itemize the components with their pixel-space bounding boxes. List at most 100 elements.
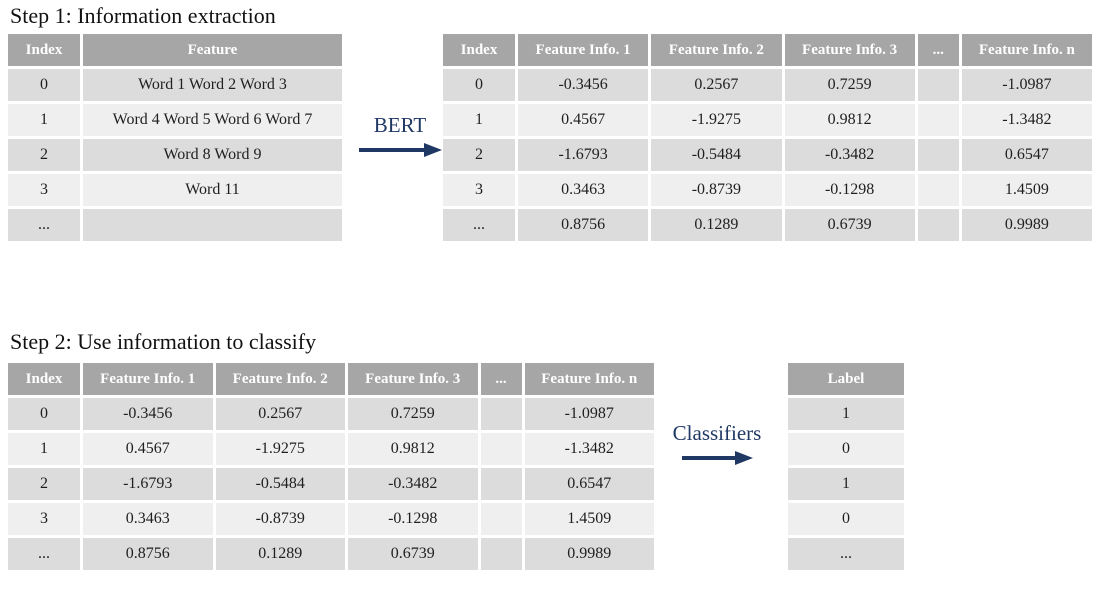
table-cell: 0.6547 xyxy=(524,468,654,500)
bert-label: BERT xyxy=(373,113,427,137)
table-cell: 1 xyxy=(443,104,515,136)
table-row: 1 0.4567 -1.9275 0.9812 -1.3482 xyxy=(443,104,1092,136)
table-cell: -0.8739 xyxy=(215,503,345,535)
header-cell: Index xyxy=(443,34,515,66)
table-cell: 0 xyxy=(443,69,515,101)
table-cell: 1.4509 xyxy=(524,503,654,535)
table-cell: Word 1 Word 2 Word 3 xyxy=(83,69,342,101)
table-cell: -0.5484 xyxy=(651,139,782,171)
table-row: 1 xyxy=(788,398,904,430)
bert-arrow-icon xyxy=(359,143,442,157)
table-cell: 1 xyxy=(788,468,904,500)
table-cell: 0.9812 xyxy=(784,104,915,136)
table-cell xyxy=(917,209,959,241)
table-cell: 0.9989 xyxy=(524,538,654,570)
table-cell: 0 xyxy=(8,69,80,101)
table-row: 3 0.3463 -0.8739 -0.1298 1.4509 xyxy=(8,503,654,535)
table-cell xyxy=(917,174,959,206)
table-row: 0 xyxy=(788,503,904,535)
table-cell xyxy=(83,209,342,241)
header-cell: Feature Info. 3 xyxy=(348,363,478,395)
table-cell: -1.9275 xyxy=(215,433,345,465)
table-cell xyxy=(480,503,522,535)
table-cell xyxy=(480,538,522,570)
table-cell: 1.4509 xyxy=(961,174,1092,206)
table-cell: 0 xyxy=(8,398,80,430)
table-row: ... 0.8756 0.1289 0.6739 0.9989 xyxy=(443,209,1092,241)
step2-feature-table: Index Feature Info. 1 Feature Info. 2 Featu… xyxy=(5,360,657,573)
header-cell: Index xyxy=(8,34,80,66)
table-cell: 0.9812 xyxy=(348,433,478,465)
table-cell: Word 11 xyxy=(83,174,342,206)
table-cell: 2 xyxy=(8,468,80,500)
header-cell: Feature xyxy=(83,34,342,66)
table-cell: 0.1289 xyxy=(651,209,782,241)
table-cell: 1 xyxy=(788,398,904,430)
table-row: 1 0.4567 -1.9275 0.9812 -1.3482 xyxy=(8,433,654,465)
header-cell: Feature Info. 3 xyxy=(784,34,915,66)
table-cell: 0.6547 xyxy=(961,139,1092,171)
table-cell: 3 xyxy=(8,174,80,206)
table-cell: -1.0987 xyxy=(961,69,1092,101)
table-cell: 0.1289 xyxy=(215,538,345,570)
classifiers-label: Classifiers xyxy=(672,421,762,445)
table-cell: 3 xyxy=(8,503,80,535)
table-cell xyxy=(917,104,959,136)
table-row: ... xyxy=(8,209,342,241)
header-cell: ... xyxy=(917,34,959,66)
table-row: 3 Word 11 xyxy=(8,174,342,206)
table-cell: -0.3456 xyxy=(83,398,213,430)
table-cell: 0.7259 xyxy=(348,398,478,430)
header-cell: Feature Info. n xyxy=(961,34,1092,66)
classifiers-arrow-icon xyxy=(682,451,753,465)
table-row: 1 Word 4 Word 5 Word 6 Word 7 xyxy=(8,104,342,136)
header-cell: Index xyxy=(8,363,80,395)
table-cell: ... xyxy=(8,209,80,241)
header-cell: ... xyxy=(480,363,522,395)
table-row: ... 0.8756 0.1289 0.6739 0.9989 xyxy=(8,538,654,570)
table-cell: 2 xyxy=(8,139,80,171)
table-cell xyxy=(480,468,522,500)
table-cell xyxy=(480,398,522,430)
table-cell: -1.3482 xyxy=(961,104,1092,136)
table-cell: 1 xyxy=(8,104,80,136)
bert-arrow-block: BERT xyxy=(348,112,452,157)
table-cell: -1.3482 xyxy=(524,433,654,465)
table-cell: 0.2567 xyxy=(215,398,345,430)
table-cell: 0.4567 xyxy=(83,433,213,465)
header-row: Index Feature xyxy=(8,34,342,66)
table-cell xyxy=(917,139,959,171)
header-row: Index Feature Info. 1 Feature Info. 2 Featu… xyxy=(8,363,654,395)
table-row: 3 0.3463 -0.8739 -0.1298 1.4509 xyxy=(443,174,1092,206)
table-cell xyxy=(917,69,959,101)
table-row: 0 Word 1 Word 2 Word 3 xyxy=(8,69,342,101)
step1-input-table: Index Feature 0 Word 1 Word 2 Word 3 1 Word 4… xyxy=(5,31,345,244)
table-cell: -0.5484 xyxy=(215,468,345,500)
classifiers-arrow-block: Classifiers xyxy=(650,420,784,465)
table-cell: ... xyxy=(443,209,515,241)
table-cell: -0.3482 xyxy=(348,468,478,500)
table-cell: 0 xyxy=(788,433,904,465)
table-cell: 2 xyxy=(443,139,515,171)
table-row: ... xyxy=(788,538,904,570)
table-cell: 0.3463 xyxy=(83,503,213,535)
table-cell: -0.3456 xyxy=(518,69,649,101)
header-row: Label xyxy=(788,363,904,395)
header-cell: Label xyxy=(788,363,904,395)
step1-output-table: Index Feature Info. 1 Feature Info. 2 Featu… xyxy=(440,31,1095,244)
table-cell: 0.4567 xyxy=(518,104,649,136)
header-cell: Feature Info. 1 xyxy=(518,34,649,66)
table-cell: -0.1298 xyxy=(784,174,915,206)
table-cell: -1.0987 xyxy=(524,398,654,430)
step1-title: Step 1: Information extraction xyxy=(10,3,276,28)
header-cell: Feature Info. 2 xyxy=(215,363,345,395)
table-cell: -1.6793 xyxy=(518,139,649,171)
table-cell: ... xyxy=(788,538,904,570)
header-cell: Feature Info. 1 xyxy=(83,363,213,395)
table-cell: 3 xyxy=(443,174,515,206)
table-row: 0 -0.3456 0.2567 0.7259 -1.0987 xyxy=(8,398,654,430)
table-cell: -0.3482 xyxy=(784,139,915,171)
table-cell: Word 4 Word 5 Word 6 Word 7 xyxy=(83,104,342,136)
header-cell: Feature Info. n xyxy=(524,363,654,395)
